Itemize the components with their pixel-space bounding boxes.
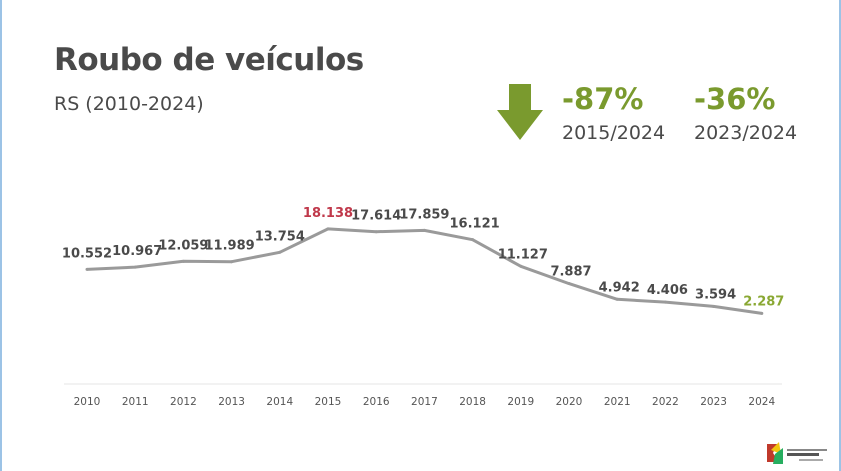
data-point-2010 xyxy=(85,267,89,271)
data-point-2014 xyxy=(278,250,282,254)
data-label-2010: 10.552 xyxy=(62,246,112,261)
state-logo-icon xyxy=(767,442,827,464)
data-label-2015: 18.138 xyxy=(303,206,353,221)
down-arrow-icon xyxy=(497,84,543,140)
data-label-2024: 2.287 xyxy=(743,294,784,309)
data-point-2021 xyxy=(615,297,619,301)
data-label-2016: 17.614 xyxy=(351,209,401,224)
data-point-2020 xyxy=(567,282,571,286)
data-point-2022 xyxy=(663,300,667,304)
data-point-2018 xyxy=(471,238,475,242)
stat-value-2023-2024: -36% xyxy=(694,82,776,116)
data-label-2011: 10.967 xyxy=(112,244,162,259)
data-point-2016 xyxy=(374,230,378,234)
data-label-2017: 17.859 xyxy=(399,207,449,222)
data-label-2022: 4.406 xyxy=(647,283,688,298)
data-point-2013 xyxy=(230,260,234,264)
data-point-2019 xyxy=(519,264,523,268)
data-label-2018: 16.121 xyxy=(450,217,500,232)
data-point-2011 xyxy=(133,265,137,269)
data-point-2015 xyxy=(326,227,330,231)
data-label-2021: 4.942 xyxy=(599,280,640,295)
x-tick-label-2011: 2011 xyxy=(122,396,149,408)
page-subtitle: RS (2010-2024) xyxy=(54,93,204,115)
stat-value-2015-2024: -87% xyxy=(562,82,644,116)
x-tick-label-2021: 2021 xyxy=(604,396,631,408)
x-tick-label-2010: 2010 xyxy=(74,396,101,408)
data-label-2013: 11.989 xyxy=(205,239,255,254)
page-title: Roubo de veículos xyxy=(54,42,364,78)
x-tick-label-2024: 2024 xyxy=(748,396,775,408)
x-tick-label-2019: 2019 xyxy=(507,396,534,408)
data-label-2023: 3.594 xyxy=(695,287,736,302)
x-tick-label-2020: 2020 xyxy=(556,396,583,408)
x-tick-label-2013: 2013 xyxy=(218,396,245,408)
x-tick-label-2023: 2023 xyxy=(700,396,727,408)
x-tick-label-2012: 2012 xyxy=(170,396,197,408)
data-label-2020: 7.887 xyxy=(550,265,591,280)
x-tick-label-2017: 2017 xyxy=(411,396,438,408)
x-tick-label-2018: 2018 xyxy=(459,396,486,408)
data-label-2012: 12.059 xyxy=(158,238,208,253)
x-tick-label-2014: 2014 xyxy=(266,396,293,408)
data-point-2024 xyxy=(760,311,764,315)
stat-period-2023-2024: 2023/2024 xyxy=(694,122,798,144)
x-tick-label-2015: 2015 xyxy=(315,396,342,408)
data-point-2012 xyxy=(181,259,185,263)
x-tick-label-2016: 2016 xyxy=(363,396,390,408)
stat-period-2015-2024: 2015/2024 xyxy=(562,122,666,144)
x-tick-label-2022: 2022 xyxy=(652,396,679,408)
data-point-2017 xyxy=(422,228,426,232)
data-label-2019: 11.127 xyxy=(498,247,548,262)
data-point-2023 xyxy=(712,304,716,308)
data-label-2014: 13.754 xyxy=(255,229,305,244)
